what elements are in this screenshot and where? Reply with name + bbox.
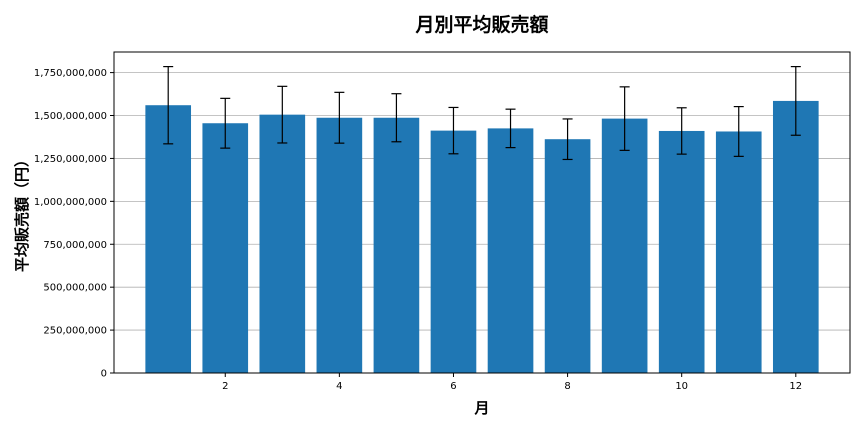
y-axis-label: 平均販売額（円） [13, 152, 31, 272]
x-tick-label: 8 [564, 381, 570, 392]
chart-title: 月別平均販売額 [414, 13, 548, 36]
x-tick-label: 4 [336, 381, 342, 392]
x-axis-ticks: 2 4 6 8 10 12 [222, 373, 802, 392]
bar [316, 117, 363, 373]
bar [259, 114, 306, 373]
bar [715, 131, 762, 373]
y-tick-label: 500,000,000 [43, 283, 107, 294]
y-tick-label: 0 [101, 369, 107, 380]
y-tick-label: 1,750,000,000 [34, 68, 107, 79]
bar [430, 130, 477, 373]
bar [544, 139, 591, 373]
bar [145, 105, 192, 374]
bar [373, 117, 420, 373]
x-tick-label: 12 [789, 381, 802, 392]
y-tick-label: 1,500,000,000 [34, 111, 107, 122]
x-tick-label: 10 [675, 381, 688, 392]
bar [658, 130, 705, 373]
y-tick-label: 750,000,000 [43, 240, 107, 251]
y-tick-label: 1,000,000,000 [34, 197, 107, 208]
y-tick-label: 250,000,000 [43, 326, 107, 337]
x-axis-label: 月 [473, 399, 489, 417]
bar [772, 100, 819, 374]
y-tick-label: 1,250,000,000 [34, 154, 107, 165]
bar [202, 123, 249, 373]
bar [601, 118, 648, 373]
x-tick-label: 6 [450, 381, 456, 392]
x-tick-label: 2 [222, 381, 228, 392]
bar [487, 128, 534, 373]
plot-frame [113, 51, 851, 374]
error-bars-layer [163, 65, 801, 161]
bars-layer [145, 100, 819, 374]
y-axis-ticks: 0 250,000,000 500,000,000 750,000,000 1,000,… [34, 68, 114, 380]
